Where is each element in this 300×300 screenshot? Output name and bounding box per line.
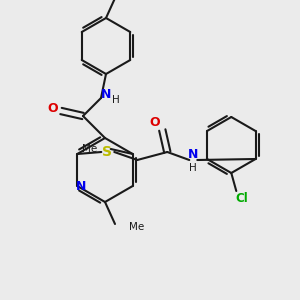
Text: O: O — [149, 116, 160, 130]
Text: Cl: Cl — [235, 193, 248, 206]
Text: N: N — [101, 88, 111, 100]
Text: S: S — [102, 145, 112, 159]
Text: O: O — [48, 103, 58, 116]
Text: N: N — [188, 148, 199, 161]
Text: Me: Me — [129, 222, 144, 232]
Text: H: H — [189, 163, 197, 173]
Text: N: N — [76, 181, 86, 194]
Text: H: H — [112, 95, 120, 105]
Text: Me: Me — [82, 144, 98, 154]
